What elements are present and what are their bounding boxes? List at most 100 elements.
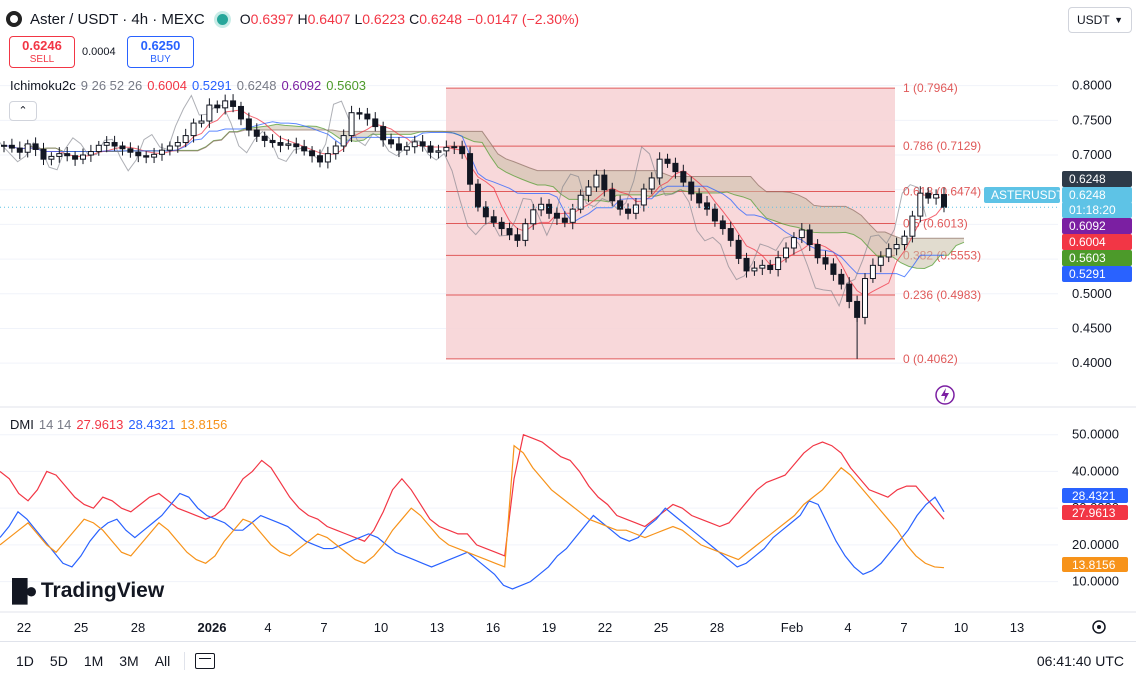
candle-body <box>814 244 821 259</box>
candle-body <box>806 229 813 246</box>
candle-body <box>316 155 323 163</box>
tradingview-mark-icon: █● <box>12 578 38 603</box>
candle-body <box>775 257 782 271</box>
candle-body <box>427 145 434 153</box>
range-5d-button[interactable]: 5D <box>49 652 68 669</box>
sell-button[interactable]: 0.6246 SELL <box>9 36 75 68</box>
candle-body <box>309 150 316 157</box>
aster-logo-icon <box>6 11 22 27</box>
price-axis-tag-label: 0.5603 <box>1069 251 1106 265</box>
dmi-legend[interactable]: DMI 14 14 27.9613 28.4321 13.8156 <box>10 417 227 432</box>
time-tick-label: 28 <box>131 620 145 635</box>
price-axis-tag-label: 0.6248 <box>1069 172 1106 186</box>
time-tick-label: 19 <box>542 620 556 635</box>
sell-price: 0.6246 <box>22 38 62 53</box>
candle-body <box>403 146 410 151</box>
candle-body <box>751 267 758 272</box>
close-value: 0.6248 <box>419 11 463 27</box>
dmi-axis-tag <box>1062 557 1128 572</box>
candle-body <box>1 144 7 147</box>
time-tick-label: 10 <box>374 620 388 635</box>
range-1m-button[interactable]: 1M <box>83 652 104 669</box>
candle-body <box>767 264 774 271</box>
candle-body <box>506 228 513 236</box>
candle-body <box>727 228 734 241</box>
ichimoku-legend[interactable]: Ichimoku2c 9 26 52 26 0.6004 0.5291 0.62… <box>10 78 366 93</box>
clock-display[interactable]: 06:41:40 UTC <box>1036 652 1124 669</box>
time-tick-label: 25 <box>74 620 88 635</box>
candle-body <box>585 186 592 196</box>
currency-select[interactable]: USDT ▼ <box>1068 7 1132 33</box>
candle-body <box>609 189 616 202</box>
candle-body <box>293 143 300 148</box>
candle-body <box>933 194 940 199</box>
collapse-indicators-button[interactable]: ⌃ <box>9 101 37 121</box>
candle-body <box>245 118 252 131</box>
time-tick-label: 25 <box>654 620 668 635</box>
change-value: −0.0147 (−2.30%) <box>467 11 580 27</box>
range-all-button[interactable]: All <box>154 652 171 669</box>
senkou-span-b-line <box>23 129 964 239</box>
candle-body <box>577 194 584 210</box>
candle-body <box>514 234 521 241</box>
dmi-axis-tag-label: 27.9613 <box>1072 506 1116 520</box>
candle-body <box>230 100 237 107</box>
time-tick-label: 4 <box>264 620 271 635</box>
candle-body <box>759 264 766 269</box>
candle-body <box>348 112 355 137</box>
dmi-axis-tag <box>1062 488 1128 503</box>
price-axis-tag <box>1062 171 1132 187</box>
candle-body <box>206 104 213 122</box>
range-1d-button[interactable]: 1D <box>16 652 34 669</box>
price-axis-tag <box>1062 250 1132 266</box>
calendar-range-icon[interactable] <box>195 652 216 669</box>
range-3m-button[interactable]: 3M <box>119 652 139 669</box>
time-tick-label: 22 <box>598 620 612 635</box>
candle-body <box>885 248 892 258</box>
ichimoku-value-3: 0.6248 <box>236 78 277 93</box>
dmi-tick-label: 50.0000 <box>1072 427 1119 442</box>
dmi-series-line <box>0 492 945 590</box>
tradingview-logo[interactable]: █● TradingView <box>12 578 164 604</box>
candle-body <box>174 142 181 147</box>
candle-body <box>111 142 118 147</box>
candle-body <box>617 200 624 210</box>
candle-body <box>925 192 932 199</box>
price-tick-label: 0.5000 <box>1072 286 1112 301</box>
candle-body <box>222 100 229 109</box>
candle-body <box>277 142 284 146</box>
time-tick-label: 28 <box>710 620 724 635</box>
candle-body <box>103 142 110 146</box>
candle-body <box>522 223 529 241</box>
candle-body <box>474 183 481 208</box>
gear-icon <box>1097 625 1101 629</box>
candle-body <box>711 208 718 222</box>
candle-body <box>498 221 505 230</box>
candle-body <box>680 171 687 183</box>
candle-body <box>79 154 86 160</box>
ichimoku-value-1: 0.6004 <box>147 78 187 93</box>
candle-body <box>64 153 71 157</box>
candle-body <box>253 129 260 137</box>
dmi-series-line <box>0 444 945 569</box>
candle-body <box>364 113 371 120</box>
candle-body <box>553 212 560 219</box>
candle-body <box>783 247 790 259</box>
candle-body <box>435 150 442 153</box>
candle-body <box>24 143 31 153</box>
bottom-toolbar: 1D 5D 1M 3M All 06:41:40 UTC <box>0 641 1136 679</box>
price-axis-tag-label: 0.5291 <box>1069 267 1106 281</box>
buy-button[interactable]: 0.6250 BUY <box>127 36 194 68</box>
candle-body <box>601 174 608 191</box>
candle-body <box>625 208 632 214</box>
fib-level-label: 0.236 (0.4983) <box>903 288 981 302</box>
ichimoku-params: 9 26 52 26 <box>80 78 143 93</box>
price-tick-label: 0.4000 <box>1072 355 1112 370</box>
time-tick-label: 13 <box>430 620 444 635</box>
candle-body <box>261 135 268 141</box>
lightning-icon <box>941 388 949 402</box>
symbol-title[interactable]: Aster / USDT · 4h · MEXC <box>30 10 205 28</box>
price-tick-label: 0.4500 <box>1072 320 1112 335</box>
chart-canvas[interactable]: 0.80000.75000.70000.65000.60000.55000.50… <box>0 0 1136 640</box>
candle-body <box>640 188 647 206</box>
